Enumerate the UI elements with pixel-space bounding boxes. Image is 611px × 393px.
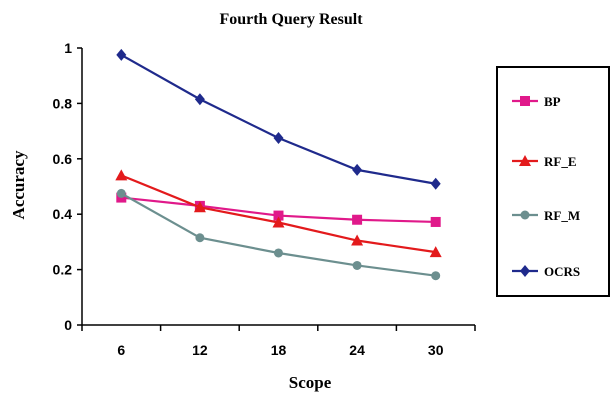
data-point-rf-m (195, 233, 205, 243)
y-axis-title: Accuracy (9, 150, 28, 219)
x-tick-label: 6 (117, 342, 125, 358)
legend-box (496, 66, 610, 297)
x-tick-label: 30 (428, 342, 444, 358)
legend-marker-rf-m (520, 210, 530, 220)
legend: BP RF_E RF_M OCRS (496, 66, 610, 297)
data-point-rf-m (431, 271, 441, 281)
x-tick-label: 18 (271, 342, 287, 358)
series-rf-e (115, 169, 442, 258)
y-tick-label: 0.6 (53, 151, 73, 167)
data-point-rf-m (116, 188, 126, 198)
data-point-rf-e (429, 246, 442, 258)
legend-label-bp: BP (544, 94, 561, 109)
legend-marker-bp (520, 96, 530, 106)
legend-marker-ocrs (520, 265, 530, 277)
data-point-bp (273, 210, 284, 221)
data-point-rf-m (274, 248, 283, 258)
y-tick-label: 0 (64, 317, 72, 333)
data-point-rf-e (272, 216, 285, 228)
y-tick-label: 0.4 (53, 206, 73, 222)
series-ocrs (116, 48, 441, 190)
x-tick-label: 24 (349, 342, 365, 358)
legend-label-rf-m: RF_M (544, 208, 580, 223)
data-point-ocrs (430, 177, 441, 190)
data-point-rf-e (115, 169, 128, 181)
legend-item-rf-m: RF_M (512, 208, 580, 223)
x-tick-label: 12 (192, 342, 208, 358)
y-tick-label: 0.2 (53, 262, 73, 278)
data-point-ocrs (116, 48, 127, 61)
legend-item-rf-e: RF_E (512, 154, 577, 169)
data-point-ocrs (273, 132, 284, 145)
plot-area (115, 48, 442, 281)
data-point-bp (352, 214, 363, 225)
data-point-ocrs (352, 163, 363, 176)
legend-label-rf-e: RF_E (544, 154, 577, 169)
series-line-ocrs (120, 53, 436, 185)
y-tick-label: 1 (64, 40, 72, 56)
legend-item-ocrs: OCRS (512, 264, 580, 279)
legend-item-bp: BP (512, 94, 561, 109)
x-axis-title: Scope (289, 373, 332, 392)
data-point-rf-e (193, 201, 206, 213)
data-point-bp (430, 216, 441, 227)
legend-label-ocrs: OCRS (544, 264, 580, 279)
data-point-rf-m (352, 260, 362, 270)
series-line-rf-m (120, 192, 436, 277)
series-rf-m (116, 188, 441, 281)
y-tick-label: 0.8 (53, 95, 73, 111)
legend-marker-rf-e (519, 155, 531, 166)
data-point-ocrs (194, 93, 205, 106)
data-point-rf-e (351, 234, 364, 246)
axes: 0 0.2 0.4 0.6 0.8 1 6 12 18 24 30 (53, 40, 476, 358)
chart-title: Fourth Query Result (219, 11, 363, 28)
